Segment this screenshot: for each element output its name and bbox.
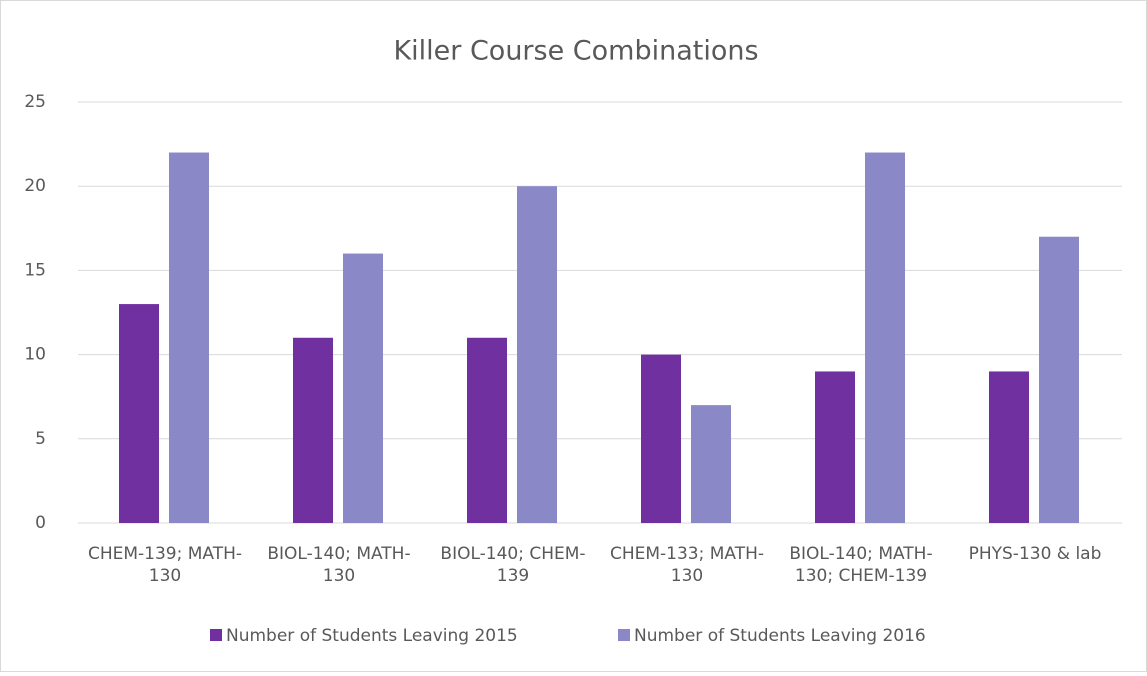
x-tick-label: CHEM-139; MATH-130 [88,544,242,586]
y-tick-label: 10 [24,345,46,365]
y-tick-label: 20 [24,176,46,196]
bar [293,337,333,523]
legend-swatch [618,629,630,641]
bar [865,152,905,523]
legend-label: Number of Students Leaving 2016 [634,626,926,646]
bar [989,371,1029,523]
y-tick-label: 25 [24,92,46,112]
x-tick-label: BIOL-140; CHEM-139 [440,544,585,586]
bar [641,354,681,523]
bar [815,371,855,523]
x-tick-label: BIOL-140; MATH-130; CHEM-139 [789,544,932,586]
legend-label: Number of Students Leaving 2015 [226,626,518,646]
bar [169,152,209,523]
bar [119,304,159,523]
x-tick-label: CHEM-133; MATH-130 [610,544,764,586]
chart-title: Killer Course Combinations [393,36,758,67]
x-tick-label: PHYS-130 & lab [969,544,1102,564]
y-tick-label: 5 [35,429,46,449]
bar [517,186,557,523]
y-tick-label: 15 [24,260,46,280]
bar [1039,236,1079,523]
bar [691,405,731,523]
bar [343,253,383,523]
y-tick-label: 0 [35,513,46,533]
x-tick-label: BIOL-140; MATH-130 [267,544,410,586]
bar [467,337,507,523]
legend-swatch [210,629,222,641]
